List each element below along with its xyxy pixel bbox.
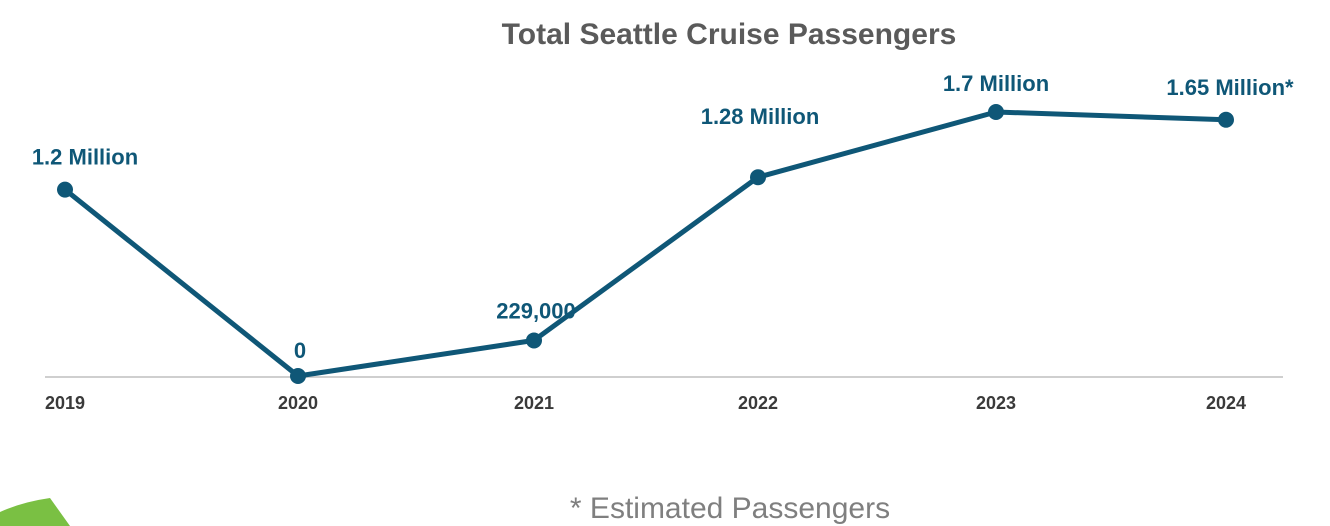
- data-label-2024: 1.65 Million*: [1166, 75, 1294, 100]
- data-label-2022: 1.28 Million: [701, 104, 820, 129]
- data-label-2020: 0: [294, 338, 306, 363]
- series-group: 1.2 Million 0 229,000 1.28 Million 1.7 Milli…: [32, 71, 1294, 384]
- x-tick-label-2020: 2020: [278, 393, 318, 413]
- x-tick-label-2024: 2024: [1206, 393, 1246, 413]
- x-tick-label-2023: 2023: [976, 393, 1016, 413]
- data-point-2023: [988, 104, 1004, 120]
- chart-title: Total Seattle Cruise Passengers: [502, 18, 957, 51]
- x-tick-labels: 2019 2020 2021 2022 2023 2024: [45, 393, 1246, 413]
- data-point-2022: [750, 169, 766, 186]
- data-label-2021: 229,000: [496, 298, 576, 323]
- data-label-2019: 1.2 Million: [32, 145, 138, 170]
- x-tick-label-2022: 2022: [738, 393, 778, 413]
- x-tick-label-2019: 2019: [45, 393, 85, 413]
- corner-decoration: [0, 498, 70, 526]
- data-point-2020: [290, 368, 306, 384]
- x-tick-label-2021: 2021: [514, 393, 554, 413]
- series-line: [62, 109, 1229, 379]
- data-point-2021: [526, 332, 542, 349]
- footnote: * Estimated Passengers: [570, 492, 890, 525]
- data-point-2024: [1218, 111, 1234, 128]
- data-label-2023: 1.7 Million: [943, 71, 1049, 96]
- data-point-2019: [57, 181, 73, 198]
